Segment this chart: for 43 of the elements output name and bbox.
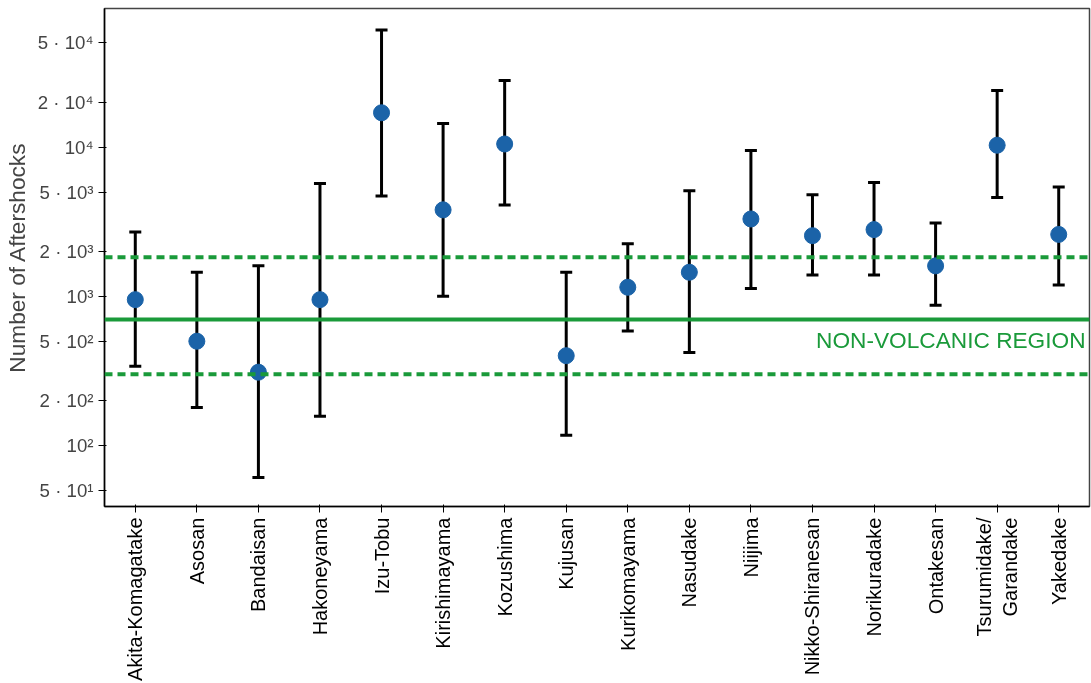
x-tick-label: Norikuradake — [863, 517, 886, 637]
point — [742, 210, 760, 228]
point — [680, 263, 698, 281]
x-tick-label: Kirishimayama — [432, 516, 455, 649]
x-tick-label: Izu-Tobu — [370, 517, 393, 595]
point — [865, 221, 883, 239]
point — [927, 257, 945, 275]
y-tick-label: 5 · 10² — [39, 330, 94, 352]
ref-line-label: NON-VOLCANIC REGION — [816, 327, 1086, 354]
point — [126, 291, 144, 309]
point — [1050, 225, 1068, 243]
point — [311, 291, 329, 309]
y-tick-label: 2 · 10³ — [39, 240, 94, 262]
y-tick-label: 5 · 10⁴ — [37, 32, 94, 54]
x-tick-label: Tsurumidake/ Garandake — [972, 517, 1022, 637]
y-tick-label: 5 · 10³ — [39, 181, 94, 203]
y-tick-label: 10² — [66, 435, 94, 456]
point — [988, 136, 1006, 154]
x-tick-label: Niijima — [739, 516, 762, 578]
point — [188, 332, 206, 350]
x-tick-label: Yakedake — [1047, 517, 1070, 605]
y-tick-label: 2 · 10⁴ — [37, 91, 94, 113]
point — [803, 227, 821, 245]
x-tick-label: Kozushima — [493, 516, 516, 617]
x-tick-label: Kujusan — [555, 517, 578, 590]
x-tick-label: Kurikomayama — [616, 516, 639, 651]
x-tick-label: Akita-Komagatake — [124, 517, 147, 681]
point — [557, 347, 575, 365]
x-tick-label: Hakoneyama — [308, 516, 331, 636]
x-tick-label: Nikko-Shiranesan — [801, 517, 824, 676]
point — [434, 201, 452, 219]
x-tick-label: Bandaisan — [247, 517, 270, 613]
x-tick-label: Nasudake — [678, 517, 701, 608]
point — [373, 104, 391, 122]
x-tick-label: Asosan — [185, 517, 208, 585]
y-tick-label: 5 · 10¹ — [39, 479, 94, 501]
point — [496, 135, 514, 153]
y-tick-label: 10⁴ — [64, 136, 94, 158]
x-tick-label: Ontakesan — [924, 517, 947, 615]
y-tick-label: 10³ — [66, 285, 94, 307]
point — [619, 278, 637, 296]
y-tick-label: 2 · 10² — [39, 390, 94, 412]
y-axis-title: Number of Aftershocks — [3, 143, 30, 373]
